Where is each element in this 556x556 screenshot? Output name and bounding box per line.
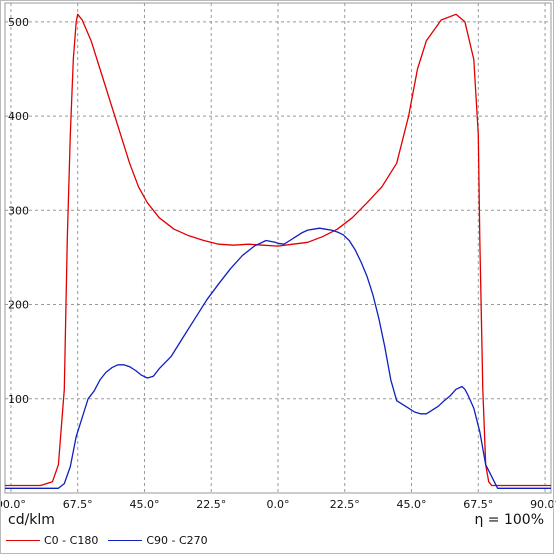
legend-item-c0: C0 - C180: [6, 534, 98, 547]
x-tick-label: 0.0°: [267, 498, 290, 511]
x-tick-label: 45.0°: [129, 498, 159, 511]
legend-item-c90: C90 - C270: [108, 534, 208, 547]
x-tick-label: 22.5°: [330, 498, 360, 511]
series-line-c0-c180: [5, 13, 551, 487]
legend-label-c0: C0 - C180: [44, 534, 99, 547]
chart-legend: C0 - C180 C90 - C270: [6, 534, 218, 547]
x-tick-label: 67.5°: [463, 498, 493, 511]
y-tick-label: 300: [8, 204, 29, 217]
y-axis-unit-label: cd/klm: [8, 512, 55, 528]
x-tick-label: 22.5°: [196, 498, 226, 511]
x-tick-label: 67.5°: [63, 498, 93, 511]
legend-label-c90: C90 - C270: [146, 534, 208, 547]
y-tick-label: 200: [8, 299, 29, 312]
y-tick-label: 400: [8, 110, 29, 123]
efficiency-label: η = 100%: [474, 512, 544, 528]
legend-swatch-c90: [108, 540, 143, 541]
series-line-c90-c270: [5, 227, 551, 489]
x-tick-label: 45.0°: [397, 498, 427, 511]
x-tick-label: 90.0°: [530, 498, 556, 511]
y-tick-label: 500: [8, 16, 29, 29]
legend-swatch-c0: [6, 540, 40, 541]
x-tick-label: 90.0°: [0, 498, 26, 511]
y-tick-label: 100: [8, 393, 29, 406]
